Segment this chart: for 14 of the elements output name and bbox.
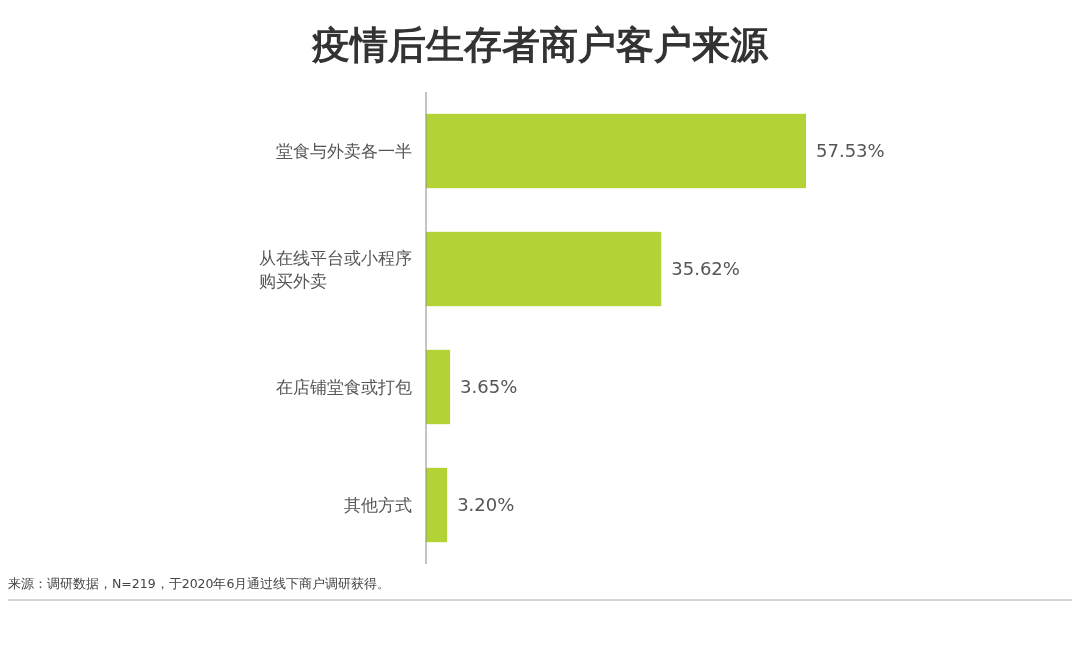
- bar: [426, 349, 451, 425]
- y-tick-label: 从在线平台或小程序购买外卖: [259, 247, 412, 291]
- data-label: 57.53%: [816, 140, 885, 161]
- data-label: 3.20%: [457, 494, 515, 515]
- source-note: 来源：调研数据，N=219，于2020年6月通过线下商户调研获得。: [8, 576, 391, 591]
- chart-title: 疫情后生存者商户客户来源: [311, 23, 769, 67]
- data-label: 3.65%: [460, 376, 518, 397]
- bar: [426, 231, 662, 307]
- bar: [426, 467, 448, 543]
- bar: [426, 113, 806, 189]
- y-tick-label: 其他方式: [344, 495, 412, 515]
- data-label: 35.62%: [671, 258, 740, 279]
- y-tick-label: 堂食与外卖各一半: [276, 141, 412, 161]
- y-tick-label: 在店铺堂食或打包: [276, 377, 412, 397]
